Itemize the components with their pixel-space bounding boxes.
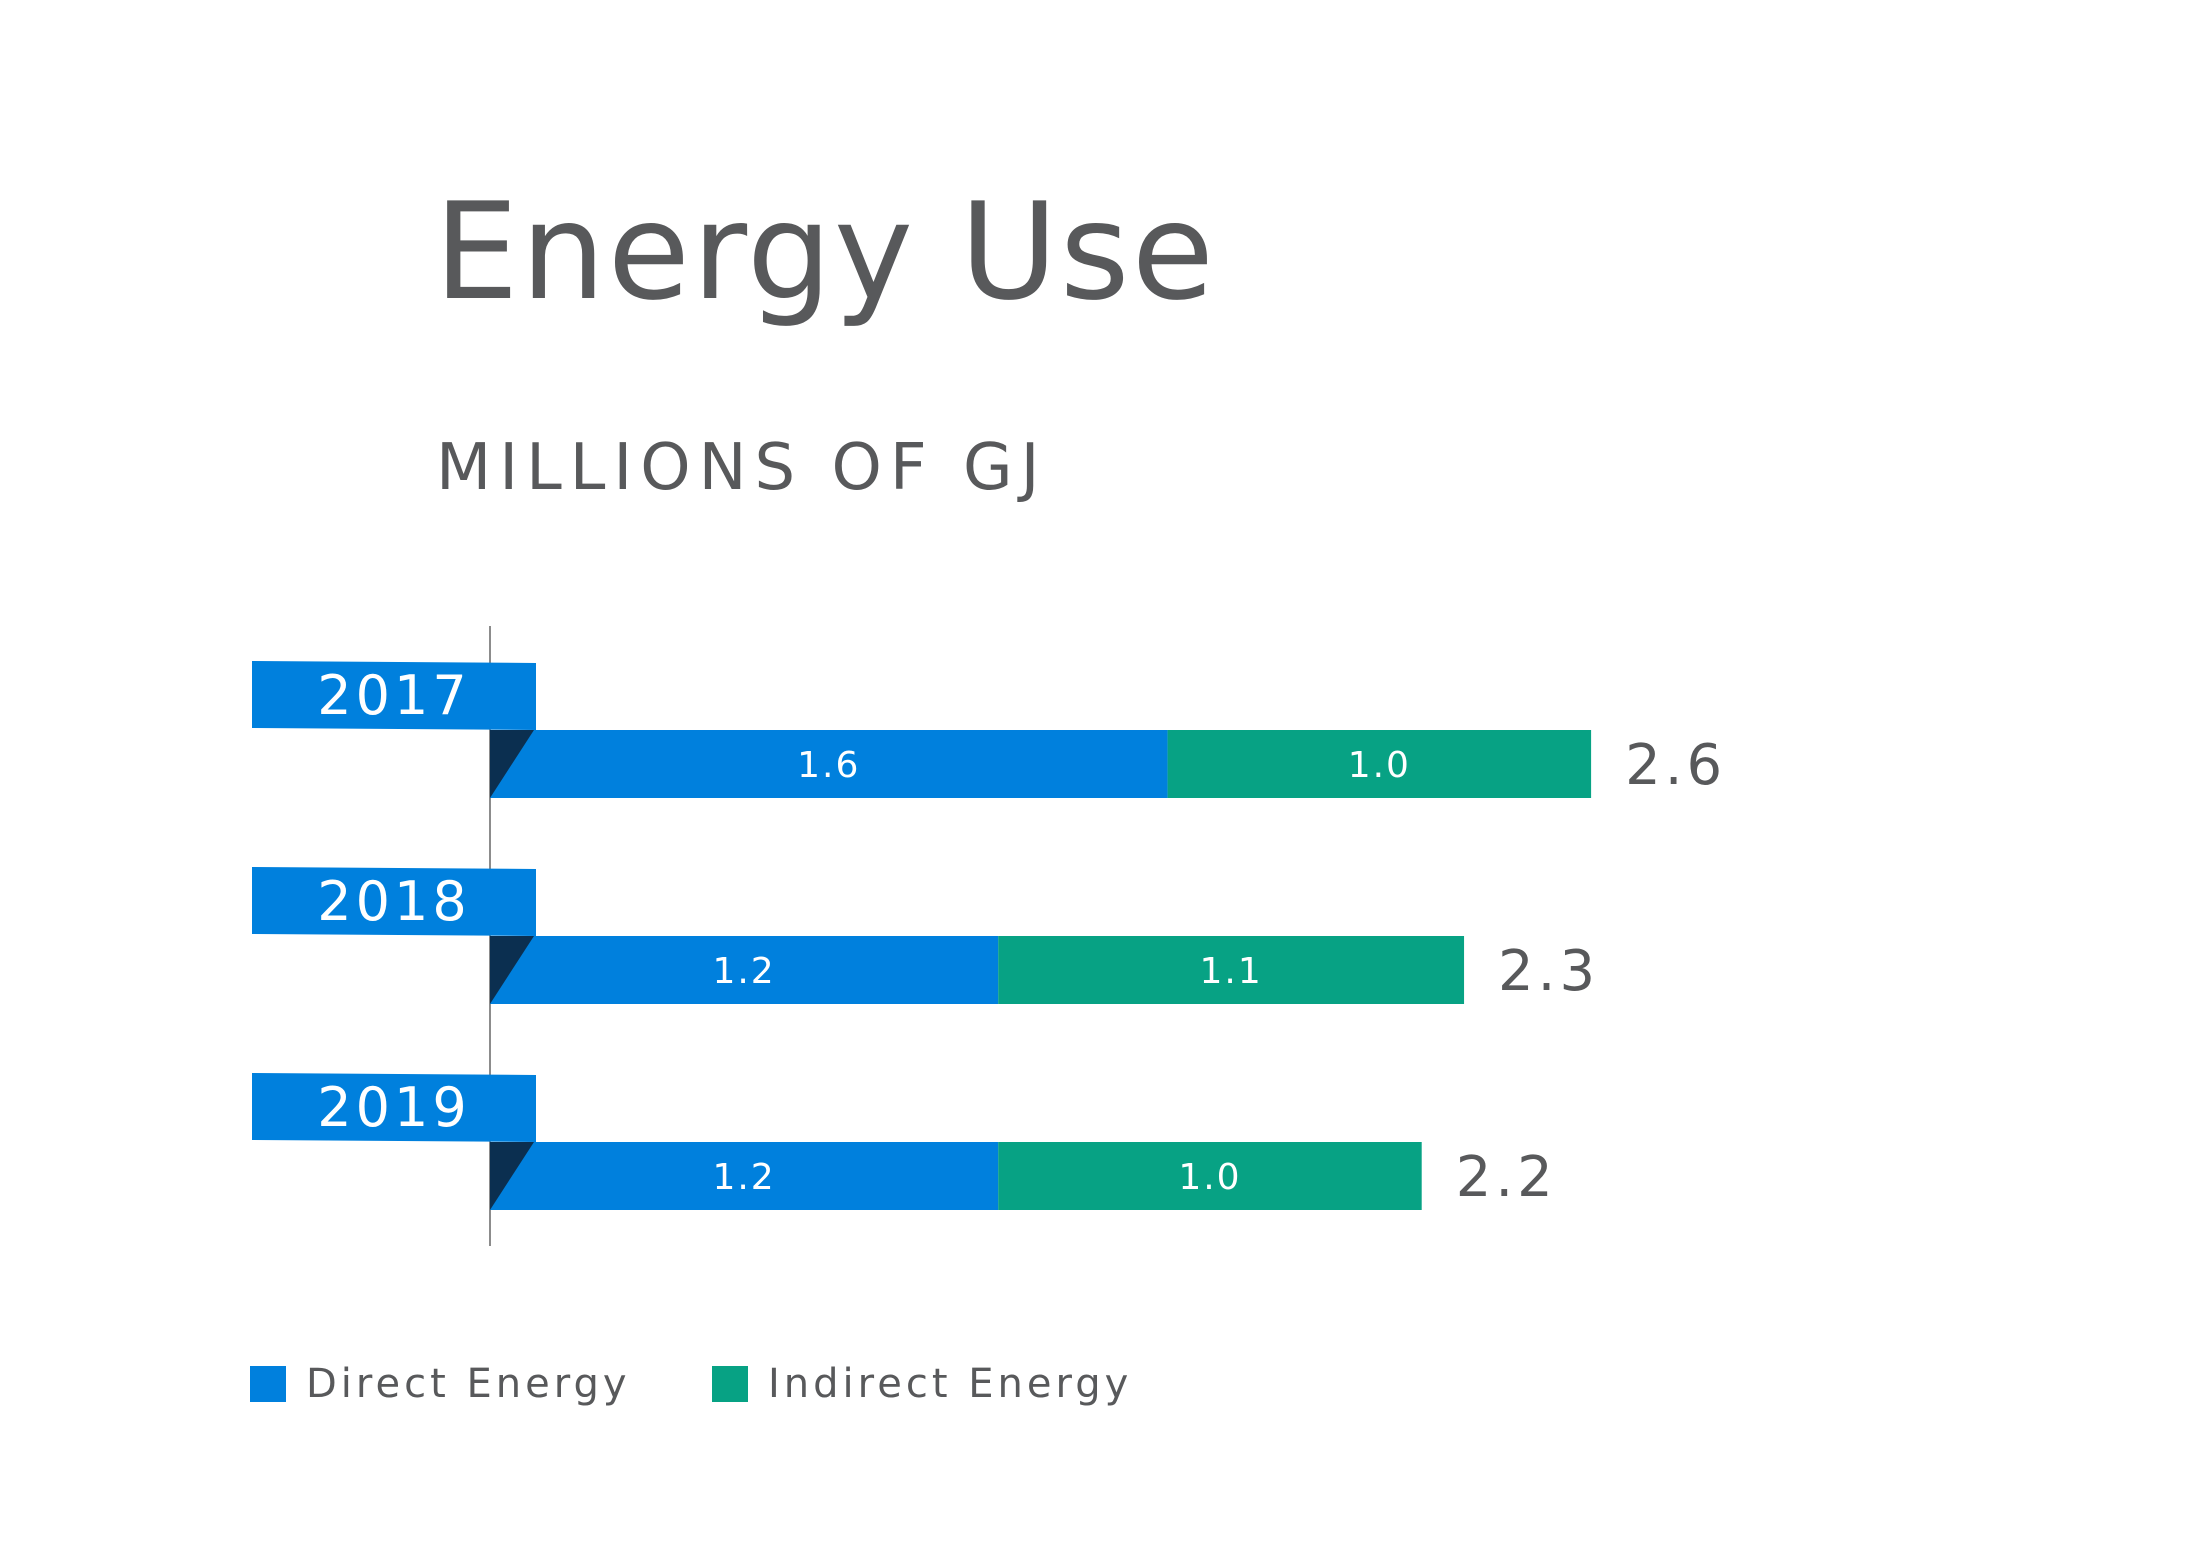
year-tag-2019 [252, 1073, 536, 1142]
legend-label-direct-energy: Direct Energy [306, 1361, 631, 1407]
legend-swatch-direct-energy [250, 1366, 286, 1402]
chart-subtitle: MILLIONS OF GJ [436, 431, 1048, 505]
total-label-2018: 2.3 [1498, 939, 1599, 1004]
year-tag-2017 [252, 661, 536, 730]
total-label-2017: 2.6 [1625, 733, 1726, 798]
bar-2018-indirect [998, 936, 1465, 1004]
legend-item-direct-energy: Direct Energy [250, 1360, 631, 1408]
data-label-2017-indirect: 1.0 [1348, 745, 1411, 786]
category-label-2019: 2019 [317, 1076, 470, 1139]
bar-2019-indirect [998, 1142, 1422, 1210]
category-label-2017: 2017 [317, 664, 470, 727]
total-label-2019: 2.2 [1456, 1145, 1557, 1210]
bar-2018-direct [490, 936, 999, 1004]
data-label-2017-direct: 1.6 [797, 745, 860, 786]
bar-fold-2017 [490, 730, 534, 798]
data-label-2018-direct: 1.2 [712, 951, 775, 992]
bar-fold-2019 [490, 1142, 534, 1210]
data-label-2018-indirect: 1.1 [1199, 951, 1262, 992]
bar-fold-2018 [490, 936, 534, 1004]
legend-item-indirect-energy: Indirect Energy [712, 1360, 1132, 1408]
chart-title: Energy Use [434, 174, 1217, 330]
bar-2017-indirect [1167, 730, 1592, 798]
category-label-2018: 2018 [317, 870, 470, 933]
data-label-2019-indirect: 1.0 [1178, 1157, 1241, 1198]
legend-swatch-indirect-energy [712, 1366, 748, 1402]
bar-2019-direct [490, 1142, 999, 1210]
year-tag-2018 [252, 867, 536, 936]
legend-label-indirect-energy: Indirect Energy [768, 1361, 1133, 1407]
bar-2017-direct [490, 730, 1168, 798]
data-label-2019-direct: 1.2 [712, 1157, 775, 1198]
